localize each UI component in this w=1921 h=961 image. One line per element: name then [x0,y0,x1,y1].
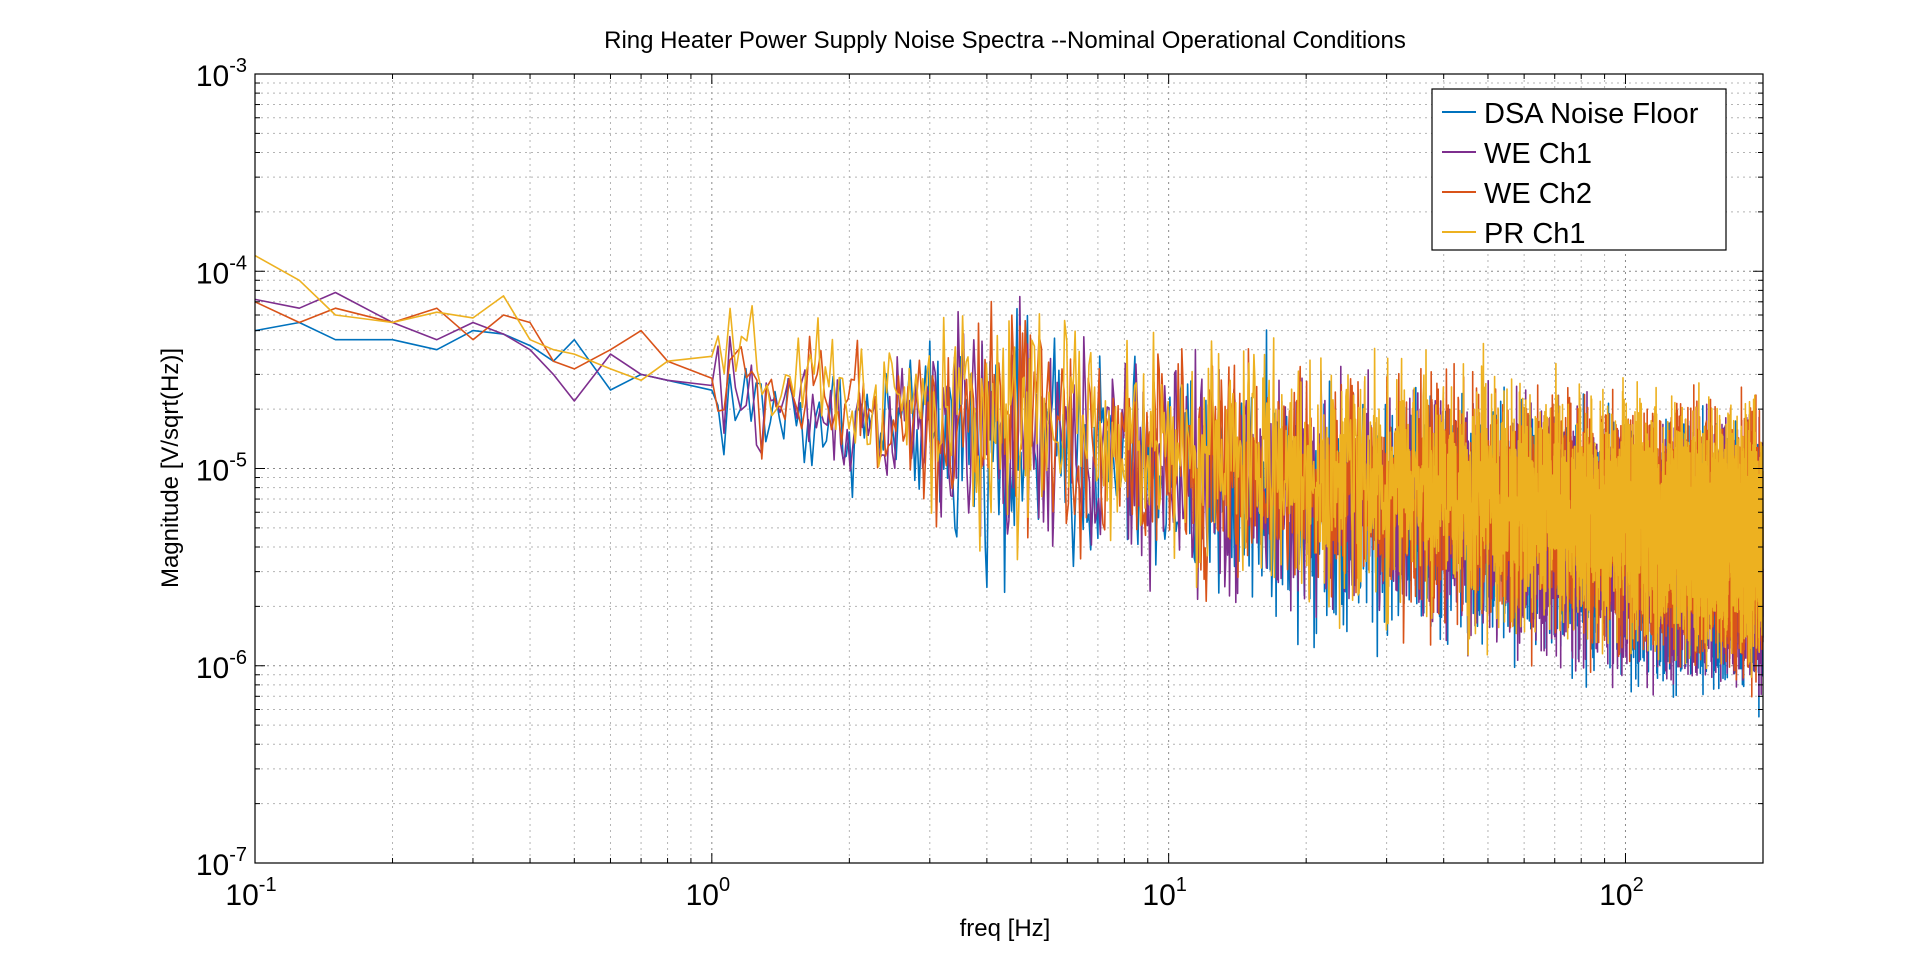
legend-box [1431,88,1727,251]
y-tick-label: 10-4 [196,252,247,290]
x-tick-label: 102 [1599,874,1644,912]
legend-label: PR Ch1 [1484,218,1586,250]
y-tick-label: 10-7 [196,844,247,882]
chart-title: Ring Heater Power Supply Noise Spectra -… [604,27,1406,54]
x-axis-label: freq [Hz] [960,915,1051,942]
axis-ticks [254,73,1764,864]
legend-label: WE Ch2 [1484,178,1592,210]
y-tick-label: 10-6 [196,647,247,685]
legend-label: WE Ch1 [1484,138,1592,170]
x-tick-label: 100 [686,874,731,912]
x-tick-label: 101 [1142,874,1187,912]
x-tick-label: 10-1 [225,874,276,912]
y-tick-label: 10-3 [196,55,247,93]
series-line-pr-ch1 [254,254,1764,678]
x-tick-labels: 10-1 100 101 102 [225,874,1643,912]
legend-label: DSA Noise Floor [1484,98,1699,130]
y-tick-labels: 10-7 10-6 10-5 10-4 10-3 [196,55,247,882]
legend: DSA Noise Floor WE Ch1 WE Ch2 PR Ch1 [1431,88,1727,251]
y-axis-label: Magnitude [V/sqrt(Hz)] [157,348,184,588]
y-tick-label: 10-5 [196,450,247,488]
series-lines [254,254,1764,718]
